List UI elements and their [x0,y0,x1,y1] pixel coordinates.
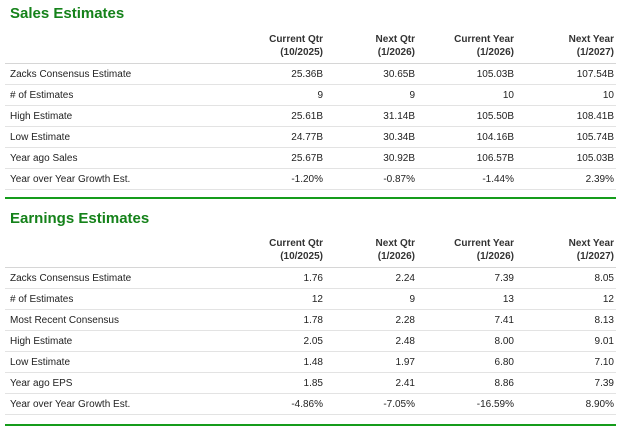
sales-estimates-table: Current Qtr (10/2025) Next Qtr (1/2026) Cu… [5,33,616,190]
row-label: High Estimate [5,105,201,127]
table-cell: 25.61B [201,105,325,127]
table-row: Low Estimate 1.48 1.97 6.80 7.10 [5,351,616,373]
table-cell: -1.44% [417,168,516,190]
column-header-next-qtr: Next Qtr (1/2026) [325,33,417,64]
table-header-row: Current Qtr (10/2025) Next Qtr (1/2026) Cu… [5,33,616,64]
table-cell: 9 [201,84,325,106]
row-label: High Estimate [5,330,201,352]
table-row: # of Estimates 12 9 13 12 [5,288,616,310]
table-cell: 8.05 [516,267,616,289]
table-cell: 1.78 [201,309,325,331]
table-cell: 2.05 [201,330,325,352]
table-cell: 104.16B [417,126,516,148]
table-row: Year over Year Growth Est. -1.20% -0.87%… [5,168,616,190]
table-cell: 7.41 [417,309,516,331]
row-label: # of Estimates [5,84,201,106]
row-label: # of Estimates [5,288,201,310]
table-cell: 107.54B [516,63,616,85]
column-header-next-year: Next Year (1/2027) [516,33,616,64]
row-label: Zacks Consensus Estimate [5,267,201,289]
earnings-estimates-table: Current Qtr (10/2025) Next Qtr (1/2026) Cu… [5,237,616,415]
table-cell: 2.28 [325,309,417,331]
table-row: Year ago EPS 1.85 2.41 8.86 7.39 [5,372,616,394]
column-header-current-year: Current Year (1/2026) [417,237,516,268]
table-row: Year ago Sales 25.67B 30.92B 106.57B 105… [5,147,616,169]
table-cell: 2.41 [325,372,417,394]
column-header [5,237,201,268]
column-header-next-qtr: Next Qtr (1/2026) [325,237,417,268]
sales-estimates-title: Sales Estimates [10,5,125,22]
section-divider [5,424,616,426]
column-header-current-qtr: Current Qtr (10/2025) [201,33,325,64]
table-cell: 105.50B [417,105,516,127]
table-cell: 9.01 [516,330,616,352]
table-cell: 12 [516,288,616,310]
table-cell: 8.13 [516,309,616,331]
table-cell: 30.92B [325,147,417,169]
table-cell: 12 [201,288,325,310]
table-cell: 1.48 [201,351,325,373]
table-cell: 13 [417,288,516,310]
table-cell: 30.34B [325,126,417,148]
table-cell: 8.90% [516,393,616,415]
table-cell: 24.77B [201,126,325,148]
table-cell: 10 [417,84,516,106]
table-cell: -7.05% [325,393,417,415]
row-label: Year over Year Growth Est. [5,393,201,415]
section-divider [5,197,616,199]
table-cell: 1.85 [201,372,325,394]
table-row: High Estimate 2.05 2.48 8.00 9.01 [5,330,616,352]
table-cell: 105.74B [516,126,616,148]
table-cell: 9 [325,288,417,310]
table-row: Most Recent Consensus 1.78 2.28 7.41 8.1… [5,309,616,331]
table-cell: 8.00 [417,330,516,352]
row-label: Year over Year Growth Est. [5,168,201,190]
table-cell: 108.41B [516,105,616,127]
table-row: Zacks Consensus Estimate 25.36B 30.65B 1… [5,63,616,85]
earnings-estimates-title: Earnings Estimates [10,210,150,227]
table-cell: 1.76 [201,267,325,289]
table-header-row: Current Qtr (10/2025) Next Qtr (1/2026) Cu… [5,237,616,268]
table-cell: 6.80 [417,351,516,373]
table-cell: 9 [325,84,417,106]
table-cell: 7.39 [417,267,516,289]
row-label: Low Estimate [5,351,201,373]
table-row: # of Estimates 9 9 10 10 [5,84,616,106]
table-cell: 2.39% [516,168,616,190]
table-cell: 1.97 [325,351,417,373]
table-cell: 10 [516,84,616,106]
table-cell: 7.39 [516,372,616,394]
column-header-next-year: Next Year (1/2027) [516,237,616,268]
table-cell: 105.03B [417,63,516,85]
table-cell: 106.57B [417,147,516,169]
table-cell: 7.10 [516,351,616,373]
row-label: Low Estimate [5,126,201,148]
table-cell: 105.03B [516,147,616,169]
row-label: Most Recent Consensus [5,309,201,331]
table-cell: 2.48 [325,330,417,352]
row-label: Year ago Sales [5,147,201,169]
table-cell: -4.86% [201,393,325,415]
table-cell: 25.36B [201,63,325,85]
table-cell: 31.14B [325,105,417,127]
column-header-current-qtr: Current Qtr (10/2025) [201,237,325,268]
table-row: Zacks Consensus Estimate 1.76 2.24 7.39 … [5,267,616,289]
row-label: Year ago EPS [5,372,201,394]
table-row: Year over Year Growth Est. -4.86% -7.05%… [5,393,616,415]
table-row: Low Estimate 24.77B 30.34B 104.16B 105.7… [5,126,616,148]
table-cell: 25.67B [201,147,325,169]
table-cell: -1.20% [201,168,325,190]
column-header [5,33,201,64]
table-row: High Estimate 25.61B 31.14B 105.50B 108.… [5,105,616,127]
row-label: Zacks Consensus Estimate [5,63,201,85]
table-cell: 2.24 [325,267,417,289]
table-cell: -0.87% [325,168,417,190]
column-header-current-year: Current Year (1/2026) [417,33,516,64]
table-cell: -16.59% [417,393,516,415]
table-cell: 8.86 [417,372,516,394]
table-cell: 30.65B [325,63,417,85]
